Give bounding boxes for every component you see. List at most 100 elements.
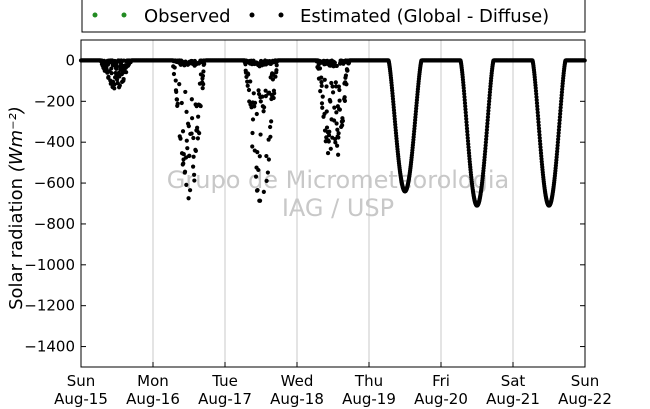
data-point	[200, 73, 206, 78]
data-point	[334, 63, 339, 69]
data-point	[198, 103, 203, 109]
data-point	[109, 66, 114, 71]
data-point	[556, 137, 561, 142]
data-point	[333, 140, 338, 145]
data-point	[340, 118, 345, 123]
data-point	[534, 91, 539, 97]
data-point	[537, 138, 543, 144]
data-point	[556, 134, 561, 139]
data-point	[340, 123, 345, 128]
data-point	[262, 105, 267, 110]
data-point	[491, 58, 496, 63]
data-point	[270, 77, 276, 82]
data-point	[320, 94, 325, 99]
data-point	[248, 79, 253, 84]
data-point	[172, 65, 177, 70]
data-point	[538, 142, 543, 147]
data-point	[175, 101, 180, 106]
legend-marker-estimated-2	[278, 12, 284, 18]
data-point	[328, 99, 333, 104]
data-point	[265, 170, 270, 175]
data-point	[182, 169, 188, 174]
data-point	[535, 104, 540, 109]
x-tick-label-date: Aug-22	[558, 390, 612, 408]
data-point	[466, 142, 471, 147]
data-point	[559, 99, 564, 104]
data-point	[245, 83, 250, 88]
data-point	[179, 100, 184, 106]
data-point	[535, 107, 540, 112]
watermark-line-1: Grupo de Micrometeorologia	[167, 166, 509, 194]
data-point	[465, 129, 470, 134]
data-point	[483, 140, 488, 145]
data-point	[485, 124, 490, 129]
data-point	[261, 189, 266, 195]
data-point	[328, 146, 333, 151]
data-point	[534, 97, 539, 103]
data-point	[272, 91, 277, 96]
data-point	[557, 114, 563, 120]
data-point	[268, 124, 273, 130]
data-point	[465, 132, 470, 137]
data-point	[555, 143, 560, 148]
data-point	[463, 107, 468, 112]
svg-text:Solar radiation (Wm⁻²): Solar radiation (Wm⁻²)	[6, 106, 27, 310]
data-point	[559, 96, 564, 101]
data-point	[537, 129, 542, 134]
y-tick-label: −400	[34, 133, 75, 151]
data-point	[486, 111, 491, 117]
data-point	[269, 119, 274, 124]
data-point	[330, 90, 336, 95]
data-point	[192, 172, 197, 177]
data-point	[557, 118, 562, 123]
data-point	[336, 131, 341, 136]
x-tick-label-date: Aug-21	[486, 390, 540, 408]
data-point	[343, 73, 349, 78]
legend-marker-estimated-1	[249, 12, 255, 18]
data-point	[124, 70, 129, 75]
data-point	[558, 102, 564, 107]
data-point	[484, 130, 489, 136]
data-point	[535, 110, 540, 115]
data-point	[324, 109, 329, 114]
data-point	[462, 94, 467, 100]
x-tick-label-day: Mon	[137, 372, 169, 390]
data-point	[325, 150, 331, 156]
data-point	[331, 118, 337, 123]
data-point	[484, 137, 489, 142]
x-tick-label-day: Sun	[571, 372, 600, 390]
data-point	[195, 136, 200, 141]
data-point	[189, 97, 194, 102]
data-point	[330, 84, 335, 89]
data-point	[112, 86, 117, 91]
data-point	[534, 101, 540, 106]
data-point	[246, 72, 251, 77]
data-point	[271, 95, 276, 101]
data-point	[114, 66, 119, 71]
data-point	[319, 101, 325, 106]
data-point	[466, 145, 471, 150]
data-point	[202, 61, 207, 67]
data-point	[555, 146, 560, 151]
x-tick-label-day: Sat	[501, 372, 526, 390]
data-point	[180, 129, 186, 134]
data-point	[558, 111, 563, 117]
data-point	[484, 134, 489, 139]
x-tick-label-date: Aug-16	[126, 390, 180, 408]
data-point	[487, 96, 492, 101]
data-point	[324, 84, 329, 89]
data-point	[536, 116, 541, 122]
data-point	[463, 110, 468, 115]
data-point	[319, 83, 324, 88]
data-point	[487, 99, 492, 104]
data-point	[320, 105, 325, 110]
data-point	[483, 143, 488, 148]
data-point	[178, 136, 183, 141]
data-point	[464, 116, 469, 122]
data-point	[333, 80, 338, 85]
data-point	[337, 87, 342, 93]
data-point	[184, 109, 189, 114]
data-point	[345, 68, 350, 73]
data-point	[250, 144, 255, 149]
data-points	[78, 58, 587, 208]
